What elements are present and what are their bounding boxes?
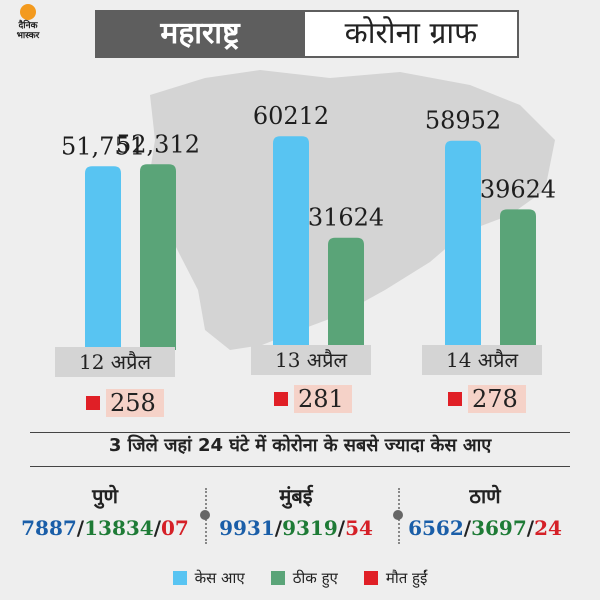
bar-value-label-recovered-2: 39624: [480, 175, 556, 203]
bar-cases-0: [85, 166, 121, 350]
districts-title: 3 जिले जहां 24 घंटे में कोरोना के सबसे ज…: [108, 435, 492, 456]
district-pune: पुणे 7887/13834/07: [5, 482, 205, 542]
section-divider-top: [30, 432, 570, 433]
death-marker-icon: [86, 396, 100, 410]
district-cases: 7887: [21, 516, 77, 540]
bar-recovered-2: [500, 209, 536, 350]
stat-separator: /: [153, 516, 162, 540]
district-mumbai: मुंबई 9931/9319/54: [196, 482, 396, 542]
bar-value-label-cases-1: 60212: [253, 102, 329, 130]
legend-item-recovered: ठीक हुए: [270, 568, 338, 588]
district-stats: 7887/13834/07: [5, 514, 205, 542]
district-recovered: 9319: [282, 516, 338, 540]
bar-value-label-recovered-1: 31624: [308, 204, 384, 232]
deaths-value-0: 258: [106, 389, 164, 417]
bar-value-label-cases-0: 51,751: [61, 132, 145, 160]
date-label-2: 14 अप्रैल: [422, 345, 542, 375]
logo-text-line-2: भास्कर: [16, 31, 40, 41]
district-recovered: 13834: [84, 516, 154, 540]
date-label-0: 12 अप्रैल: [55, 347, 175, 377]
bar-value-label-recovered-0: 52,312: [116, 130, 200, 158]
legend-swatch: [363, 571, 378, 585]
legend-item-deaths: मौत हुईं: [363, 568, 428, 588]
logo-text-line-1: दैनिक: [18, 21, 38, 31]
bar-cases-1: [273, 136, 309, 350]
deaths-value-1: 281: [294, 385, 352, 413]
bar-cases-2: [445, 140, 481, 350]
district-name: मुंबई: [279, 484, 313, 508]
sun-logo-icon: [20, 4, 36, 20]
deaths-badge-1: 281: [274, 385, 352, 413]
legend-label: ठीक हुए: [292, 569, 338, 587]
death-marker-icon: [448, 392, 462, 406]
stat-separator: /: [463, 516, 472, 540]
dainik-bhaskar-logo: दैनिक भास्कर: [8, 4, 48, 52]
district-name: पुणे: [92, 484, 118, 508]
section-divider-bottom: [30, 466, 570, 467]
corona-bar-chart: 51,751 60212 58952 52,312 31624 39624: [61, 70, 556, 350]
separator-dot-icon: [393, 510, 403, 520]
maharashtra-map-shape: [148, 70, 555, 350]
stat-separator: /: [76, 516, 85, 540]
legend-swatch: [172, 571, 187, 585]
header-title-graph: कोरोना ग्राफ: [305, 10, 519, 58]
district-cases: 6562: [408, 516, 464, 540]
chart-legend: केस आए ठीक हुए मौत हुईं: [0, 568, 600, 588]
stat-separator: /: [526, 516, 535, 540]
district-deaths: 07: [161, 516, 189, 540]
bar-value-label-cases-2: 58952: [425, 107, 501, 135]
bar-recovered-0: [140, 164, 176, 350]
legend-label: मौत हुईं: [385, 569, 428, 587]
district-name: ठाणे: [469, 484, 501, 508]
district-cases: 9931: [219, 516, 275, 540]
date-label-1: 13 अप्रैल: [251, 345, 371, 375]
legend-item-cases: केस आए: [172, 568, 245, 588]
district-deaths: 24: [534, 516, 562, 540]
district-recovered: 3697: [471, 516, 527, 540]
header-title-state: महाराष्ट्र: [95, 10, 305, 58]
district-stats: 6562/3697/24: [385, 514, 585, 542]
legend-label: केस आए: [194, 569, 245, 587]
district-thane: ठाणे 6562/3697/24: [385, 482, 585, 542]
deaths-badge-2: 278: [448, 385, 526, 413]
district-stats: 9931/9319/54: [196, 514, 396, 542]
deaths-value-2: 278: [468, 385, 526, 413]
bar-recovered-1: [328, 237, 364, 350]
stat-separator: /: [274, 516, 283, 540]
stat-separator: /: [337, 516, 346, 540]
district-deaths: 54: [345, 516, 373, 540]
death-marker-icon: [274, 392, 288, 406]
separator-dot-icon: [200, 510, 210, 520]
legend-swatch: [270, 571, 285, 585]
deaths-badge-0: 258: [86, 389, 164, 417]
